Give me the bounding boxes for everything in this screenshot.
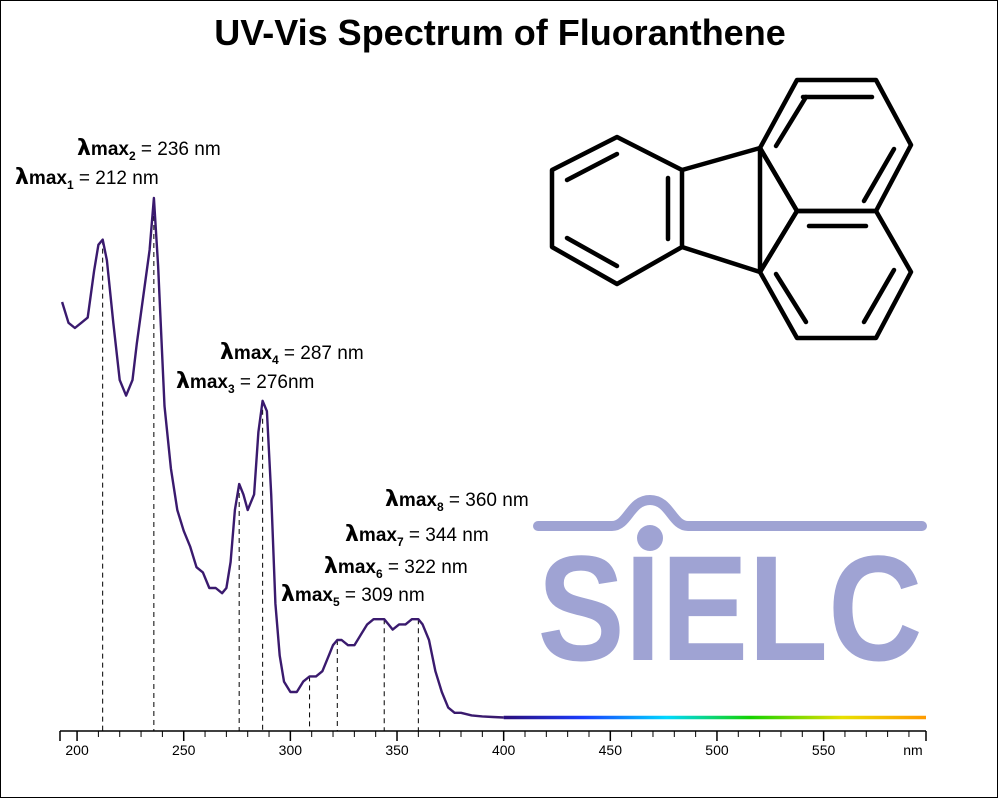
logo-dot	[637, 525, 663, 551]
x-tick-label: 550	[812, 742, 836, 758]
peak-label-2: λmax2 = 236 nm	[77, 136, 221, 163]
x-axis-ticks	[59, 731, 927, 741]
peak-label-5: λmax5 = 309 nm	[281, 582, 425, 609]
x-tick-label: 400	[492, 742, 516, 758]
x-tick-label: 300	[279, 742, 303, 758]
series-line-uv	[60, 196, 504, 719]
peak-label-6: λmax6 = 322 nm	[324, 554, 468, 581]
x-tick-label: 450	[599, 742, 623, 758]
x-tick-label: 250	[172, 742, 196, 758]
x-tick-label: 200	[65, 742, 89, 758]
x-axis-tick-labels: 200 250 300 350 400 450 500 550	[65, 742, 835, 758]
peak-label-4: λmax4 = 287 nm	[220, 340, 364, 367]
x-tick-label: 500	[705, 742, 729, 758]
fluoranthene-structure	[549, 77, 914, 341]
x-axis-label: nm	[903, 742, 922, 758]
chart-title: UV-Vis Spectrum of Fluoranthene	[214, 12, 785, 53]
peak-label-3: λmax3 = 276nm	[176, 369, 314, 396]
peak-label-7: λmax7 = 344 nm	[345, 522, 489, 549]
sielc-logo: SIELC	[533, 494, 927, 692]
peak-label-8: λmax8 = 360 nm	[385, 487, 529, 514]
peak-label-1: λmax1 = 212 nm	[15, 165, 159, 192]
logo-swoosh	[533, 494, 927, 531]
peak-drop-lines	[102, 198, 419, 731]
logo-text: SIELC	[538, 524, 923, 692]
x-tick-label: 350	[385, 742, 409, 758]
